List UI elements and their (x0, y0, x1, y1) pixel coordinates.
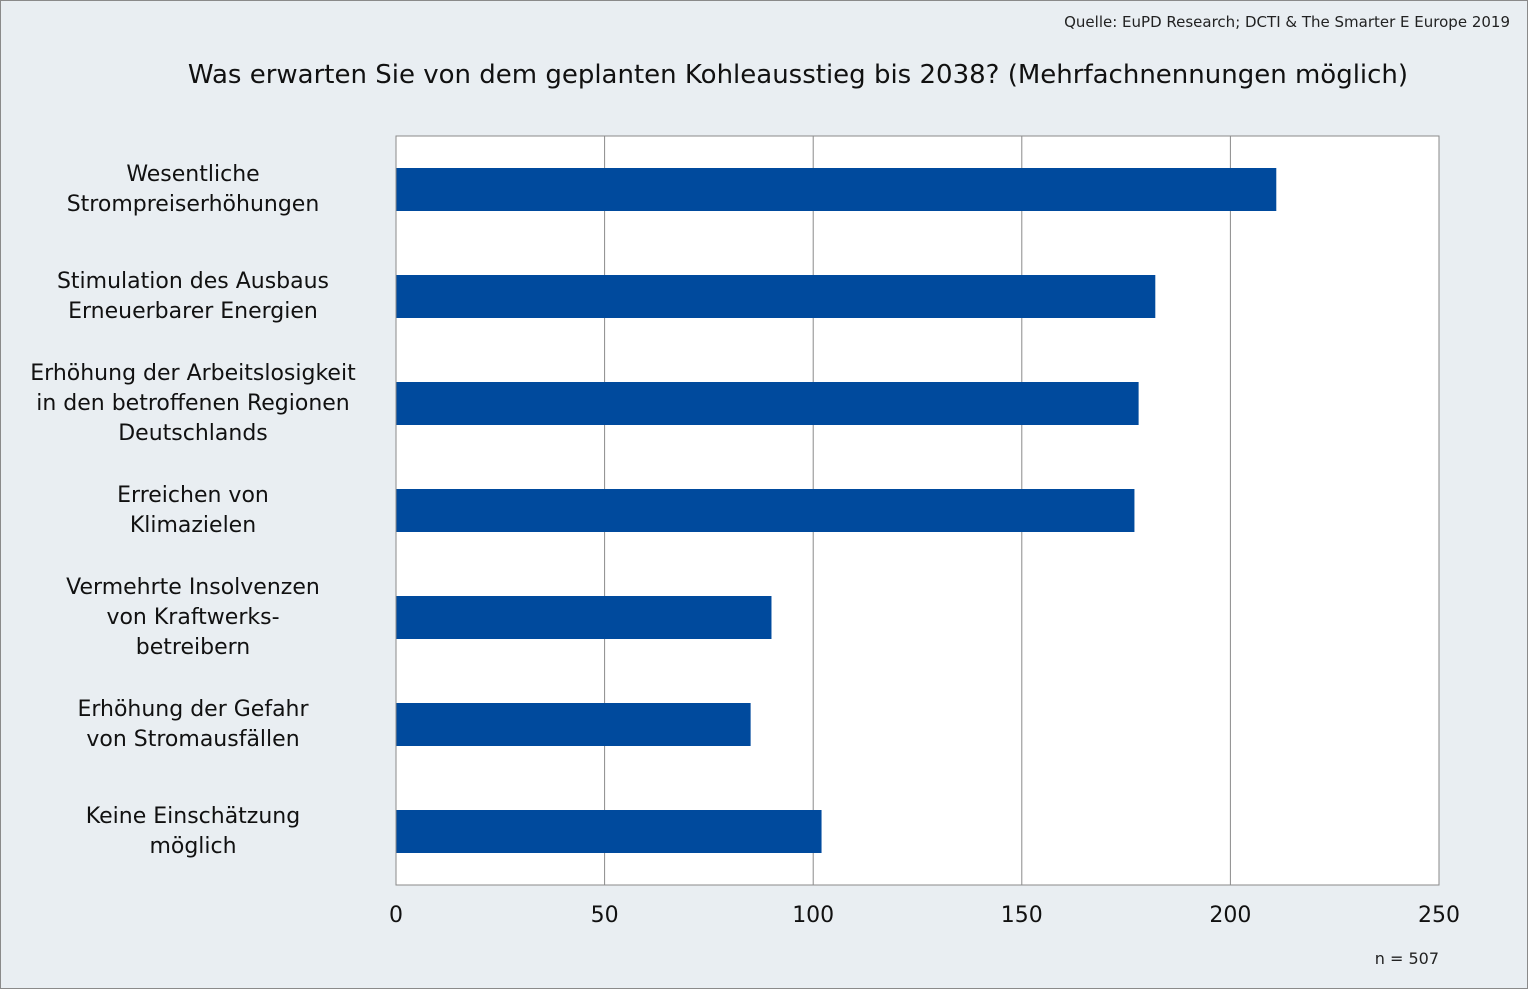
category-label-line: Erhöhung der Arbeitslosigkeit (30, 360, 356, 386)
sample-size-note: n = 507 (1374, 949, 1439, 968)
bar (396, 489, 1135, 532)
x-tick-label: 0 (389, 903, 403, 928)
category-label-line: betreibern (135, 634, 251, 660)
category-label: Keine Einschätzung möglich (13, 802, 373, 862)
category-label: Erhöhung der Arbeitslosigkeit in den betr… (13, 359, 373, 449)
category-label-line: Erreichen von (117, 482, 269, 508)
category-label-line: Strompreiserhöhungen (66, 191, 320, 217)
category-label-line: Erneuerbarer Energien (68, 298, 318, 324)
x-tick-label: 50 (591, 903, 619, 928)
category-label-line: Keine Einschätzung (85, 803, 301, 829)
x-tick-label: 100 (792, 903, 834, 928)
category-label-line: von Stromausfällen (86, 726, 300, 752)
category-label-line: Vermehrte Insolvenzen (66, 574, 320, 600)
category-label-line: Erhöhung der Gefahr (77, 696, 309, 722)
x-tick-label: 150 (1001, 903, 1043, 928)
category-label: Stimulation des Ausbaus Erneuerbarer Ener… (13, 267, 373, 327)
x-tick-label: 250 (1418, 903, 1460, 928)
category-label: Wesentliche Strompreiserhöhungen (13, 160, 373, 220)
chart-title: Was erwarten Sie von dem geplanten Kohle… (187, 60, 1409, 90)
category-label: Erhöhung der Gefahr von Stromausfällen (13, 695, 373, 755)
category-label-line: Deutschlands (118, 420, 268, 446)
category-label-line: in den betroffenen Regionen (36, 390, 350, 416)
bar (396, 168, 1277, 211)
category-label-line: von Kraftwerks- (106, 604, 280, 630)
bar (396, 703, 751, 746)
category-label: Vermehrte Insolvenzen von Kraftwerks-betr… (13, 573, 373, 663)
x-tick-label: 200 (1209, 903, 1251, 928)
category-label: Erreichen von Klimazielen (13, 481, 373, 541)
bar (396, 382, 1139, 425)
bar (396, 275, 1156, 318)
category-label-line: Klimazielen (129, 512, 257, 538)
category-label-line: Stimulation des Ausbaus (56, 268, 330, 294)
bar (396, 596, 772, 639)
category-label-line: Wesentliche (126, 161, 260, 187)
bar (396, 810, 822, 853)
category-label-line: möglich (149, 833, 237, 859)
source-note: Quelle: EuPD Research; DCTI & The Smarte… (1064, 13, 1510, 31)
